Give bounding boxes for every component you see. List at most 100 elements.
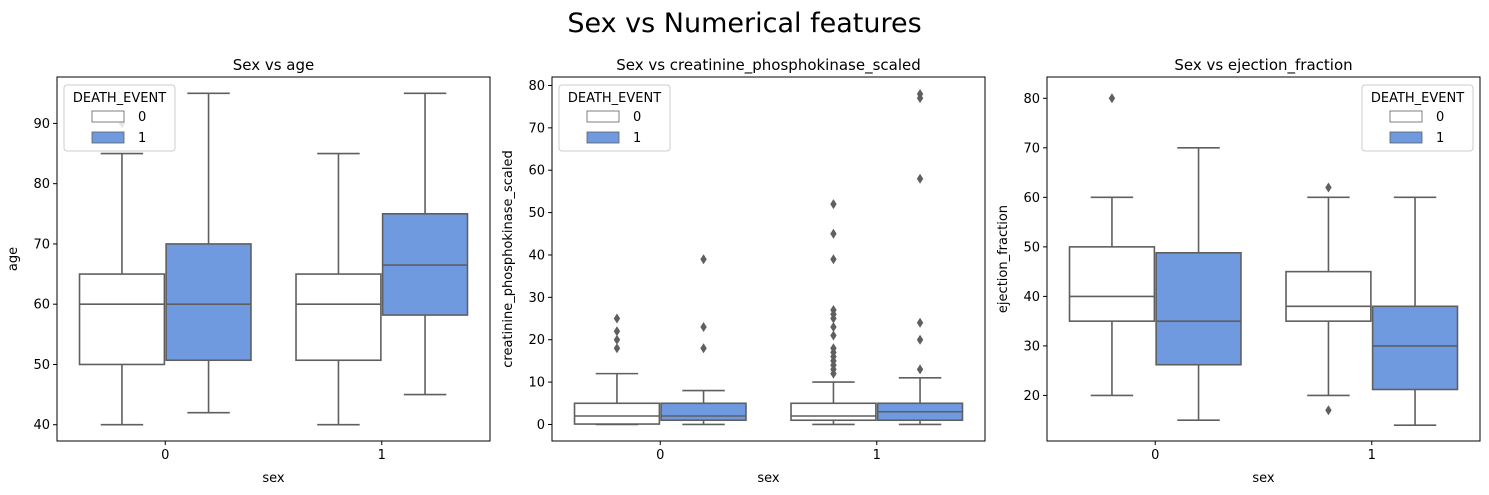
y-tick-label: 60 [1023, 191, 1040, 206]
legend-label: 1 [1436, 131, 1444, 146]
box-group [165, 92, 252, 414]
box-group [790, 199, 877, 426]
y-tick-label: 20 [528, 333, 545, 348]
box [295, 273, 382, 362]
box-group [660, 254, 747, 426]
outlier-point [613, 334, 621, 345]
outlier-point [613, 326, 621, 337]
panel-0: Sex vs age 40 50 60 70 80 90 0 1 sex age DEATH_EVEN… [6, 56, 491, 486]
y-tick-label: 80 [33, 177, 50, 192]
y-axis-label: ejection_fraction [996, 205, 1011, 313]
y-tick-label: 80 [528, 79, 545, 94]
y-tick-label: 30 [1023, 339, 1040, 354]
legend-swatch [1389, 110, 1423, 123]
figure-title: Sex vs Numerical features [567, 8, 921, 39]
outlier-point [830, 305, 837, 316]
outlier-point [830, 228, 837, 239]
x-tick-label: 1 [1368, 448, 1376, 463]
x-axis-label: sex [262, 471, 285, 486]
legend: DEATH_EVENT 0 1 [558, 84, 671, 152]
outlier-point [916, 317, 924, 328]
box [78, 273, 166, 366]
y-axis-label: age [6, 247, 21, 271]
box-group [381, 92, 469, 396]
legend: DEATH_EVENT 0 1 [1361, 84, 1474, 152]
y-tick-label: 70 [33, 237, 50, 252]
axes-frame [551, 76, 986, 442]
y-tick-label: 70 [528, 121, 545, 136]
legend-title: DEATH_EVENT [73, 91, 166, 106]
x-tick-label: 1 [378, 448, 386, 463]
box-group [876, 88, 964, 426]
y-tick-label: 40 [528, 248, 545, 263]
outlier-point [700, 322, 707, 333]
box-group [1155, 147, 1242, 422]
box [165, 243, 252, 362]
box [1285, 270, 1372, 322]
panels: Sex vs age 40 50 60 70 80 90 0 1 sex age DEATH_EVEN… [6, 56, 1481, 486]
outlier-point [916, 364, 924, 375]
y-tick-label: 40 [33, 418, 50, 433]
legend: DEATH_EVENT 0 1 [63, 84, 176, 152]
outlier-point [1325, 405, 1332, 416]
panel-title: Sex vs ejection_fraction [1174, 56, 1352, 75]
outlier-point [830, 199, 837, 210]
outlier-point [700, 343, 707, 354]
y-tick-label: 50 [33, 358, 50, 373]
x-axis-label: sex [757, 471, 780, 486]
y-tick-label: 40 [1023, 290, 1040, 305]
y-tick-label: 80 [1023, 92, 1040, 107]
y-axis-label: creatinine_phosphokinase_scaled [501, 150, 516, 368]
axes-frame [56, 76, 491, 442]
outlier-point [830, 254, 837, 265]
x-tick-label: 0 [656, 448, 664, 463]
box [1068, 246, 1156, 322]
outlier-point [916, 334, 924, 345]
legend-swatch [586, 131, 620, 144]
y-tick-label: 70 [1023, 141, 1040, 156]
legend-label: 1 [633, 131, 641, 146]
panel-title: Sex vs age [233, 56, 315, 74]
y-tick-label: 90 [33, 117, 50, 132]
legend-label: 0 [633, 110, 641, 125]
y-tick-label: 30 [528, 291, 545, 306]
legend-title: DEATH_EVENT [568, 91, 661, 106]
legend-swatch [91, 131, 125, 144]
x-tick-label: 0 [1151, 448, 1159, 463]
y-tick-label: 0 [537, 418, 545, 433]
box-group [78, 118, 166, 426]
legend-swatch [91, 110, 125, 123]
panel-title: Sex vs creatinine_phosphokinase_scaled [616, 56, 921, 75]
legend-swatch [1389, 131, 1423, 144]
y-tick-label: 60 [528, 164, 545, 179]
box [660, 402, 747, 422]
box [1155, 252, 1242, 366]
x-tick-label: 0 [161, 448, 169, 463]
outlier-point [830, 322, 837, 333]
y-tick-label: 20 [1023, 389, 1040, 404]
outlier-point [613, 313, 621, 324]
outlier-point [1325, 182, 1332, 193]
axes-frame [1046, 76, 1481, 442]
y-tick-label: 60 [33, 298, 50, 313]
box [790, 402, 877, 422]
outlier-point [700, 254, 707, 265]
outlier-point [830, 343, 837, 354]
outlier-point [916, 88, 924, 99]
box [1371, 305, 1459, 391]
x-tick-label: 1 [873, 448, 881, 463]
box-group [295, 152, 382, 426]
legend-label: 0 [138, 110, 146, 125]
box-group [1371, 196, 1459, 426]
y-tick-label: 50 [528, 206, 545, 221]
box-group [573, 313, 661, 426]
box [573, 402, 661, 425]
x-axis-label: sex [1252, 471, 1275, 486]
panel-1: Sex vs creatinine_phosphokinase_scaled 0 1… [501, 56, 986, 486]
y-tick-label: 50 [1023, 240, 1040, 255]
legend-title: DEATH_EVENT [1371, 91, 1464, 106]
y-tick-label: 10 [528, 376, 545, 391]
outlier-point [613, 343, 621, 354]
legend-label: 1 [138, 131, 146, 146]
